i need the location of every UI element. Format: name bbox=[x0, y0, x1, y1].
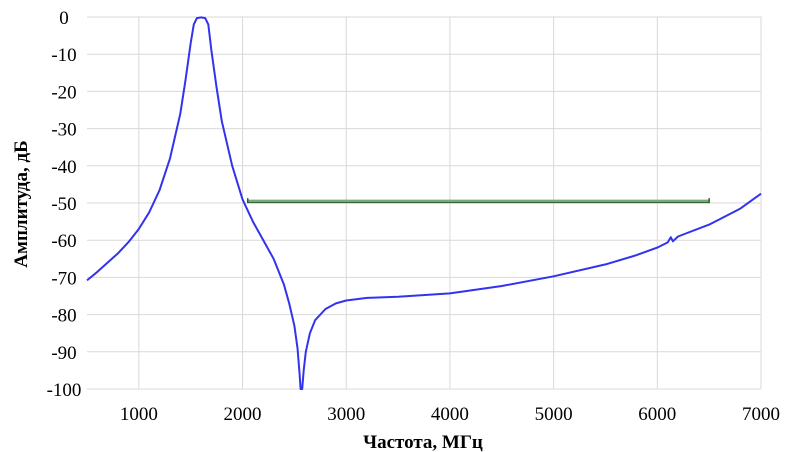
y-tick-label: -70 bbox=[51, 268, 76, 289]
x-axis-label: Частота, МГц bbox=[363, 432, 483, 452]
y-tick-label: -20 bbox=[51, 82, 76, 103]
x-tick-labels: 1000 2000 3000 4000 5000 6000 7000 bbox=[120, 404, 780, 425]
series-mask-line bbox=[246, 198, 710, 204]
y-tick-label: -30 bbox=[51, 120, 76, 141]
x-tick-label: 7000 bbox=[742, 404, 780, 425]
x-tick-label: 3000 bbox=[327, 404, 365, 425]
y-tick-label: -60 bbox=[51, 231, 76, 252]
y-tick-label: 0 bbox=[59, 8, 69, 29]
y-tick-labels: 0 -10 -20 -30 -40 -50 -60 -70 -80 -90 -100 bbox=[47, 8, 82, 401]
y-axis-label: Амплитуда, дБ bbox=[11, 140, 32, 267]
x-tick-label: 2000 bbox=[224, 404, 262, 425]
x-tick-label: 5000 bbox=[535, 404, 573, 425]
y-tick-label: -80 bbox=[51, 306, 76, 327]
x-tick-label: 6000 bbox=[638, 404, 676, 425]
x-tick-label: 1000 bbox=[120, 404, 158, 425]
y-tick-label: -50 bbox=[51, 194, 76, 215]
y-tick-label: -40 bbox=[51, 157, 76, 178]
x-tick-label: 4000 bbox=[431, 404, 469, 425]
y-tick-label: -10 bbox=[51, 45, 76, 66]
y-tick-label: -100 bbox=[47, 380, 82, 401]
y-tick-label: -90 bbox=[51, 343, 76, 364]
series-response-line bbox=[86, 16, 762, 390]
